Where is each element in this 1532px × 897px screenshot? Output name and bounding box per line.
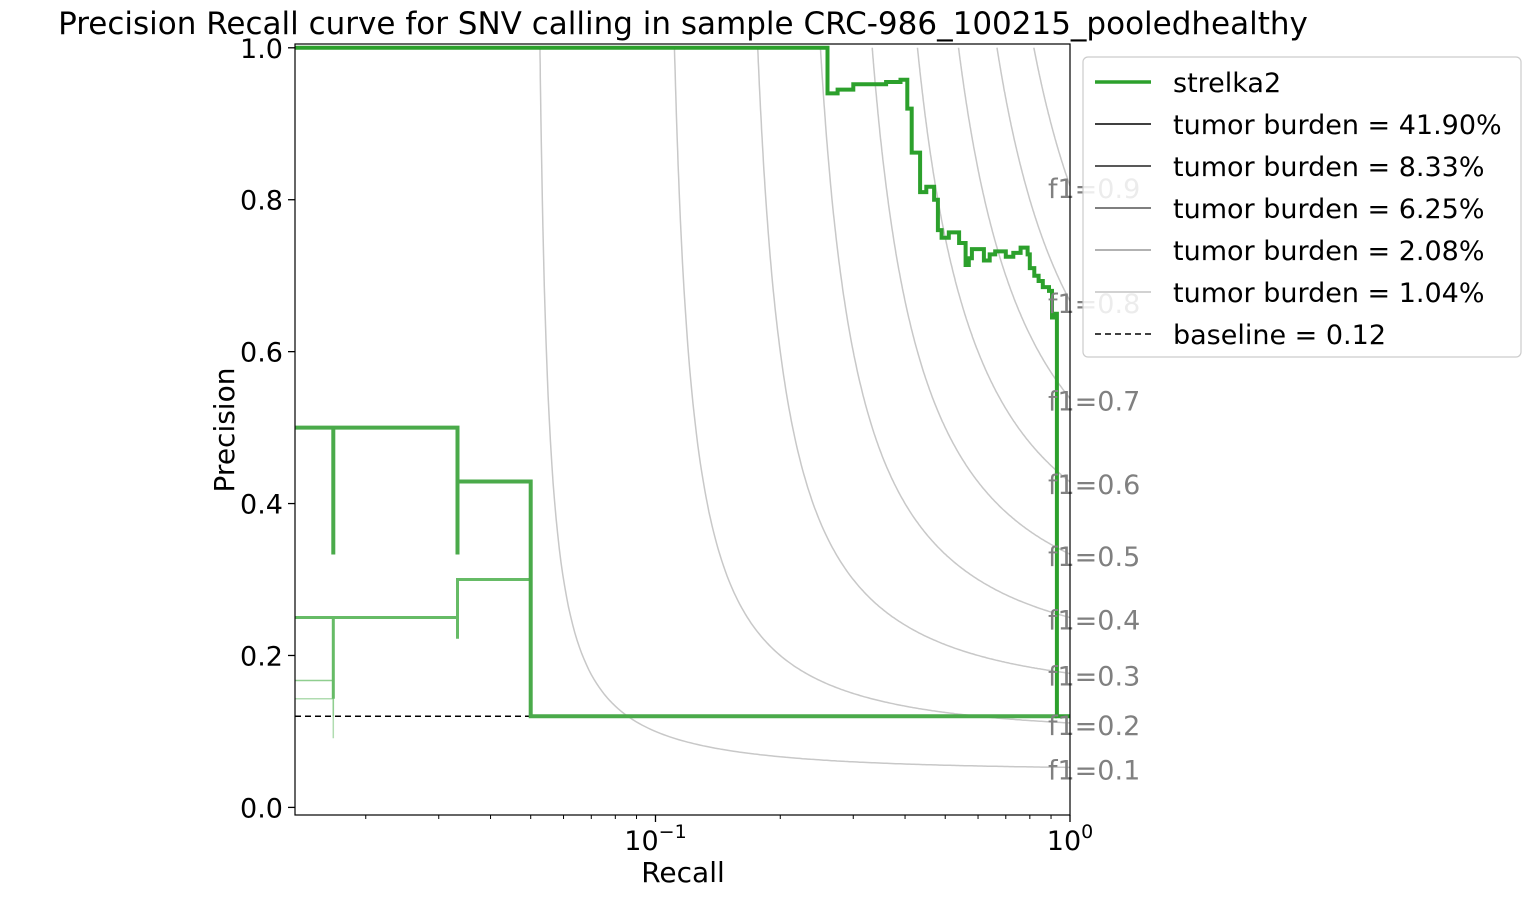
iso-f1-curve [756,47,1070,675]
legend-box [1082,56,1522,358]
iso-f1-curve [539,47,1070,769]
iso-f1-curve [916,47,1070,483]
series-layer [295,45,1070,739]
legend-label: strelka2 [1173,68,1281,99]
series-line [295,45,1070,719]
x-tick-label: 100 [1047,821,1093,857]
iso-f1-label: f1=0.5 [1048,542,1140,573]
chart-title: Precision Recall curve for SNV calling i… [58,6,1308,42]
legend-label: tumor burden = 1.04% [1173,278,1485,309]
iso-f1-label: f1=0.2 [1048,711,1140,742]
iso-f1-curve [871,47,1070,555]
y-tick-label: 1.0 [240,34,283,65]
series-line [295,578,533,717]
iso-f1-label: f1=0.1 [1048,755,1140,786]
iso-f1-label: f1=0.4 [1048,606,1140,637]
iso-f1-curves [539,47,1070,769]
y-tick-label: 0.6 [240,338,283,369]
iso-f1-label: f1=0.7 [1048,386,1140,417]
plot-frame [294,43,1071,816]
iso-f1-labels: f1=0.1 f1=0.2 f1=0.3 f1=0.4 f1=0.5 f1=0.6 f1=0… [1048,174,1140,787]
legend-label: tumor burden = 8.33% [1173,152,1485,183]
iso-f1-curve [819,47,1070,619]
y-tick-label: 0.2 [240,641,283,672]
legend-label: tumor burden = 41.90% [1173,110,1502,141]
y-axis-label: Precision [208,368,241,493]
y-axis: 0.0 0.2 0.4 0.6 0.8 1.0 [240,34,295,824]
iso-f1-curve [673,47,1070,724]
y-tick-label: 0.0 [240,793,283,824]
legend: strelka2 tumor burden = 41.90% tumor burde… [1082,56,1522,358]
legend-label: tumor burden = 6.25% [1173,194,1485,225]
x-axis-label: Recall [641,856,725,889]
iso-f1-curve [996,47,1070,302]
series-line [295,425,1057,719]
series-line [295,698,335,739]
legend-label: baseline = 0.12 [1173,320,1386,351]
iso-f1-curve [1033,47,1070,187]
iso-f1-curve [957,47,1070,399]
y-tick-label: 0.4 [240,490,283,521]
y-tick-label: 0.8 [240,186,283,217]
x-tick-label: 10−1 [624,821,686,857]
x-axis: 10−1 100 [365,815,1093,857]
iso-f1-label: f1=0.6 [1048,470,1140,501]
iso-f1-label: f1=0.3 [1048,661,1140,692]
legend-label: tumor burden = 2.08% [1173,236,1485,267]
